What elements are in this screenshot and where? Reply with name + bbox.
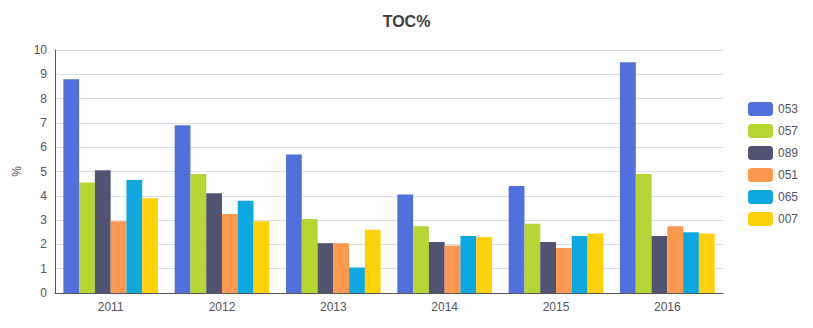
svg-text:0: 0 bbox=[40, 286, 47, 300]
svg-text:007: 007 bbox=[778, 212, 798, 226]
svg-text:TOC%: TOC% bbox=[383, 13, 431, 30]
svg-text:10: 10 bbox=[34, 43, 48, 57]
svg-text:8: 8 bbox=[40, 92, 47, 106]
svg-text:%: % bbox=[10, 166, 24, 177]
svg-text:2016: 2016 bbox=[654, 300, 681, 314]
svg-text:7: 7 bbox=[40, 116, 47, 130]
svg-text:9: 9 bbox=[40, 67, 47, 81]
svg-text:057: 057 bbox=[778, 124, 798, 138]
svg-text:6: 6 bbox=[40, 140, 47, 154]
svg-text:051: 051 bbox=[778, 168, 798, 182]
svg-text:5: 5 bbox=[40, 165, 47, 179]
svg-text:089: 089 bbox=[778, 146, 798, 160]
svg-text:2013: 2013 bbox=[320, 300, 347, 314]
svg-text:065: 065 bbox=[778, 190, 798, 204]
svg-text:2014: 2014 bbox=[431, 300, 458, 314]
svg-text:3: 3 bbox=[40, 213, 47, 227]
svg-text:2: 2 bbox=[40, 237, 47, 251]
svg-text:2015: 2015 bbox=[543, 300, 570, 314]
svg-text:2011: 2011 bbox=[98, 300, 124, 314]
svg-text:4: 4 bbox=[40, 189, 47, 203]
svg-text:1: 1 bbox=[40, 262, 47, 276]
svg-text:2012: 2012 bbox=[209, 300, 236, 314]
svg-text:053: 053 bbox=[778, 102, 798, 116]
